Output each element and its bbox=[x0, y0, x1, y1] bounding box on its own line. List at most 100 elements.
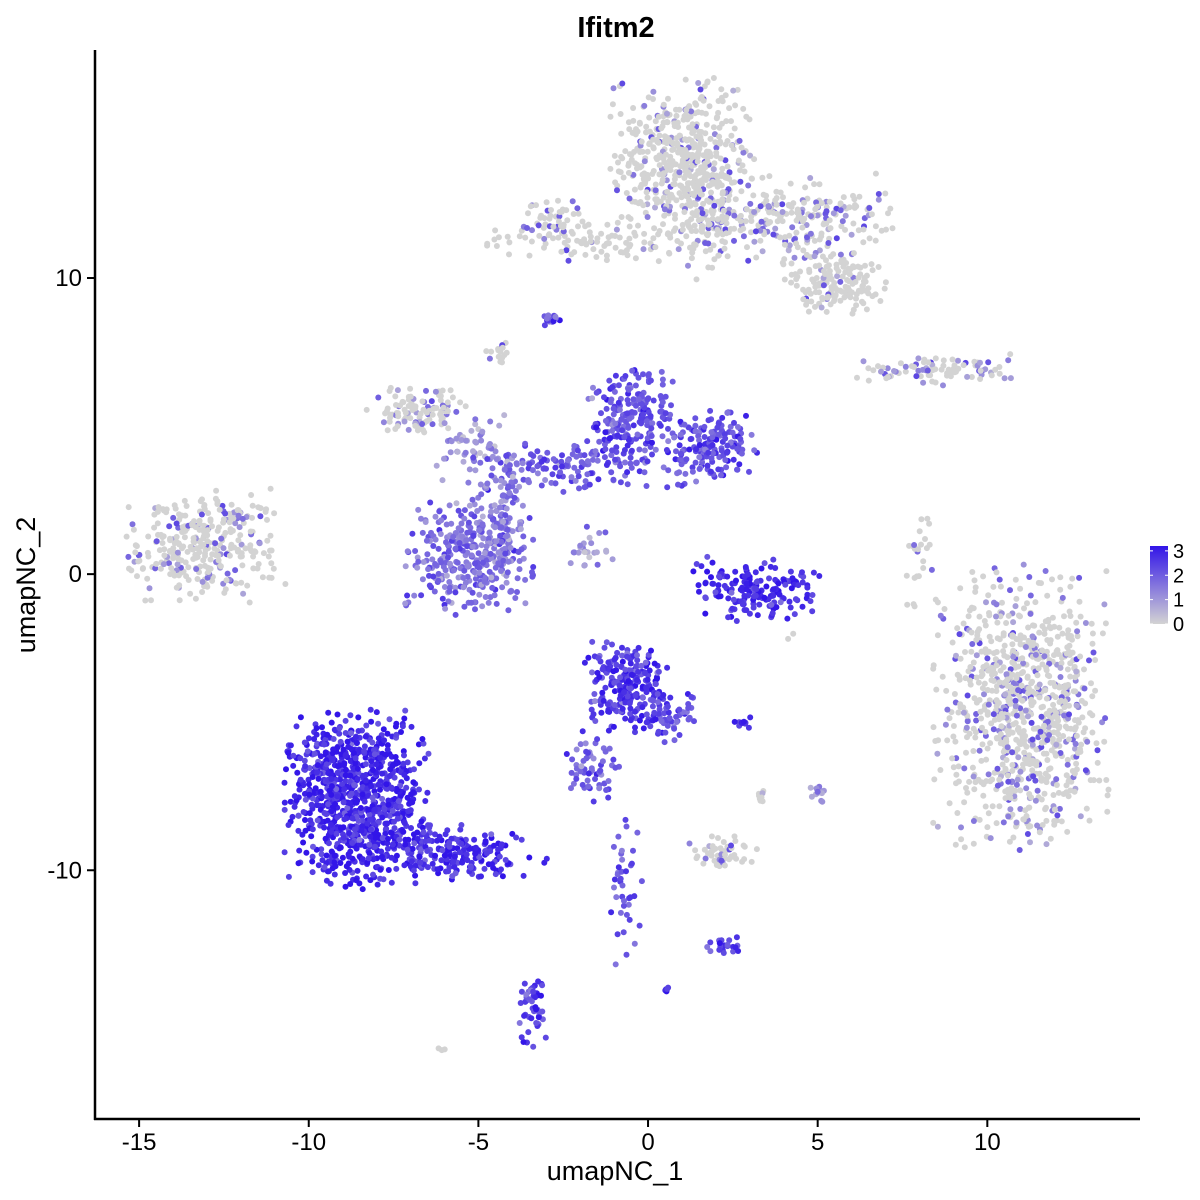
data-point bbox=[619, 705, 626, 712]
data-point bbox=[445, 598, 452, 605]
data-point bbox=[723, 449, 730, 456]
data-point bbox=[386, 773, 393, 779]
data-point bbox=[661, 739, 668, 746]
data-point bbox=[650, 144, 657, 151]
data-point bbox=[1025, 713, 1031, 720]
data-point bbox=[171, 502, 178, 509]
data-point bbox=[392, 393, 399, 400]
data-point bbox=[865, 365, 872, 372]
data-point bbox=[962, 675, 969, 682]
data-point bbox=[204, 527, 211, 534]
data-point bbox=[686, 151, 693, 158]
data-point bbox=[433, 462, 440, 469]
data-point bbox=[630, 396, 637, 403]
data-point bbox=[641, 239, 648, 246]
data-point bbox=[369, 767, 376, 773]
data-point bbox=[703, 121, 710, 128]
data-point bbox=[1046, 732, 1052, 738]
data-point bbox=[883, 226, 889, 233]
data-point bbox=[502, 550, 509, 557]
data-point bbox=[660, 221, 666, 228]
data-point bbox=[984, 655, 991, 662]
data-point bbox=[724, 163, 731, 170]
data-point bbox=[611, 656, 618, 663]
data-point bbox=[1102, 715, 1109, 722]
data-point bbox=[1020, 669, 1026, 675]
data-point bbox=[654, 691, 661, 697]
data-point bbox=[643, 483, 650, 489]
data-point bbox=[166, 523, 173, 530]
data-point bbox=[181, 534, 188, 541]
data-point bbox=[619, 155, 626, 162]
data-point bbox=[703, 177, 709, 183]
data-point bbox=[863, 306, 870, 313]
data-point bbox=[714, 226, 721, 233]
data-point bbox=[807, 175, 814, 181]
data-point bbox=[955, 778, 962, 785]
data-point bbox=[632, 382, 639, 389]
data-point bbox=[454, 559, 461, 566]
data-point bbox=[363, 406, 370, 413]
data-point bbox=[388, 879, 395, 886]
data-point bbox=[180, 543, 187, 550]
data-point bbox=[529, 569, 535, 576]
data-point bbox=[239, 562, 246, 569]
data-point bbox=[1066, 702, 1072, 709]
data-point bbox=[732, 568, 739, 575]
data-point bbox=[314, 762, 321, 769]
data-point bbox=[761, 560, 768, 567]
data-point bbox=[1051, 713, 1058, 720]
data-point bbox=[984, 709, 991, 716]
data-point bbox=[665, 467, 672, 474]
data-point bbox=[1057, 664, 1064, 671]
data-point bbox=[728, 118, 734, 125]
data-point bbox=[412, 403, 419, 410]
data-point bbox=[979, 671, 986, 678]
data-point bbox=[1067, 660, 1074, 667]
data-point bbox=[472, 421, 479, 428]
data-point bbox=[215, 557, 222, 564]
data-point bbox=[415, 558, 422, 565]
data-point bbox=[462, 403, 469, 410]
data-point bbox=[743, 412, 749, 419]
data-point bbox=[1067, 673, 1074, 680]
data-point bbox=[967, 664, 974, 670]
data-point bbox=[676, 469, 683, 476]
data-point bbox=[1023, 785, 1030, 792]
data-point bbox=[547, 212, 554, 219]
data-point bbox=[816, 181, 823, 188]
data-point bbox=[526, 461, 533, 468]
data-point bbox=[555, 234, 562, 241]
data-point bbox=[541, 235, 548, 242]
data-point bbox=[676, 169, 683, 176]
data-point bbox=[640, 371, 646, 378]
data-point bbox=[777, 599, 784, 606]
data-point bbox=[802, 289, 809, 296]
data-point bbox=[440, 404, 447, 411]
data-point bbox=[176, 582, 183, 589]
data-point bbox=[475, 550, 482, 557]
data-point bbox=[954, 625, 961, 632]
data-point bbox=[321, 824, 328, 831]
data-point bbox=[702, 610, 709, 617]
data-point bbox=[433, 405, 440, 411]
data-point bbox=[500, 557, 507, 564]
data-point bbox=[1035, 665, 1042, 672]
data-point bbox=[875, 191, 882, 197]
data-point bbox=[603, 639, 610, 646]
data-point bbox=[420, 559, 427, 565]
data-point bbox=[591, 691, 598, 697]
data-point bbox=[1101, 738, 1108, 745]
data-point bbox=[709, 442, 716, 449]
data-point bbox=[571, 464, 578, 471]
data-point bbox=[503, 579, 510, 586]
data-point bbox=[187, 543, 194, 550]
data-point bbox=[182, 559, 189, 566]
data-point bbox=[713, 115, 720, 122]
data-point bbox=[545, 232, 552, 239]
data-point bbox=[854, 374, 860, 381]
data-point bbox=[345, 860, 352, 867]
data-point bbox=[700, 152, 707, 159]
data-point bbox=[402, 409, 409, 416]
data-point bbox=[1016, 847, 1023, 853]
